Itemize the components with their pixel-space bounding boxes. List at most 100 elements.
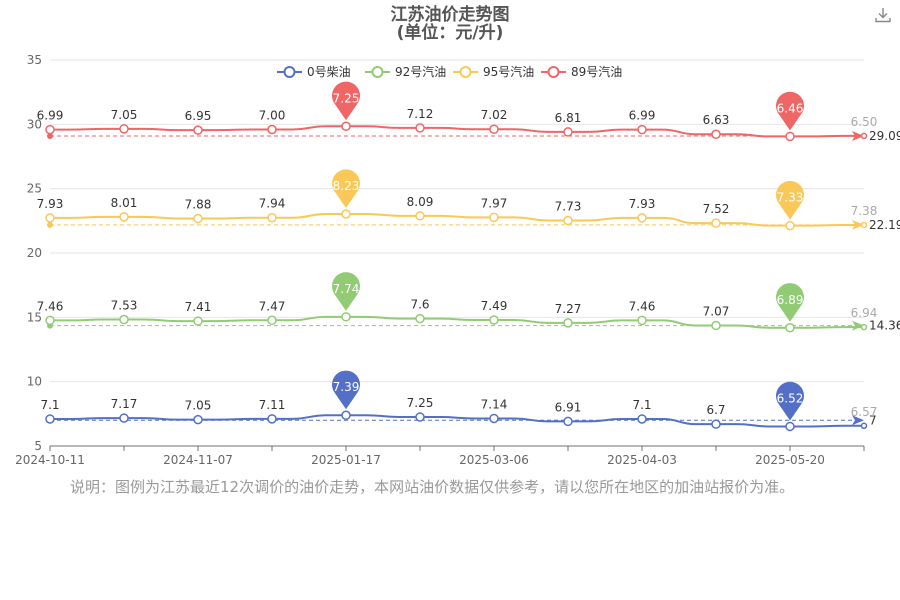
data-point <box>45 315 55 326</box>
data-label: 7.97 <box>481 196 508 210</box>
max-pin <box>332 370 360 410</box>
average-label: 22.19 <box>869 218 900 232</box>
data-point <box>45 124 55 135</box>
x-tick-label: 2025-04-03 <box>607 453 677 467</box>
data-point <box>860 221 868 229</box>
data-label: 7.12 <box>407 107 434 121</box>
data-label: 7.1 <box>632 398 651 412</box>
data-label: 6.94 <box>851 306 878 320</box>
legend-marker <box>283 66 296 78</box>
data-label: 6.50 <box>851 115 878 129</box>
data-label: 7.02 <box>481 108 508 122</box>
series-line <box>50 315 864 329</box>
max-pin <box>332 272 360 311</box>
min-pin-label: 6.52 <box>777 391 804 405</box>
data-point <box>785 323 795 333</box>
data-label: 6.91 <box>555 400 582 414</box>
data-label: 8.01 <box>111 196 138 210</box>
data-label: 7.41 <box>185 300 212 314</box>
data-label: 6.63 <box>703 113 730 127</box>
max-pin <box>332 169 360 209</box>
legend-label: 89号汽油 <box>571 64 622 79</box>
y-tick-label: 5 <box>34 439 42 453</box>
data-label: 7.17 <box>111 397 138 411</box>
data-point <box>341 209 351 219</box>
data-label: 7.05 <box>111 108 138 122</box>
data-point <box>45 414 55 424</box>
average-label: 7 <box>869 413 877 427</box>
data-point <box>860 132 868 140</box>
data-label: 6.99 <box>629 109 656 123</box>
chart-note: 说明：图例为江苏最近12次调价的油价走势，本网站油价数据仅供参考，请以您所在地区… <box>70 478 795 496</box>
data-point <box>637 213 647 223</box>
data-label: 7.27 <box>555 302 582 316</box>
chart-subtitle: (单位：元/升) <box>397 22 504 43</box>
data-label: 7.73 <box>555 199 582 213</box>
data-point <box>267 212 277 223</box>
legend-marker <box>371 66 384 78</box>
min-pin-label: 6.46 <box>777 101 804 115</box>
max-pin-label: 8.23 <box>333 179 360 193</box>
data-point <box>860 422 868 430</box>
data-point <box>341 121 351 132</box>
max-pin-label: 7.74 <box>333 282 360 296</box>
data-label: 7.1 <box>40 398 59 412</box>
min-pin <box>776 91 805 131</box>
average-arrow <box>852 415 864 426</box>
data-point <box>637 124 647 135</box>
min-pin-label: 6.89 <box>777 293 804 307</box>
max-pin-label: 7.25 <box>333 91 360 105</box>
data-point <box>637 414 647 424</box>
average-label: 29.09 <box>869 129 900 143</box>
data-point <box>563 127 573 137</box>
chart-title: 江苏油价走势图 <box>391 4 510 25</box>
average-label: 14.36 <box>869 319 900 333</box>
data-point <box>711 320 721 331</box>
data-label: 7.52 <box>703 202 730 216</box>
x-tick-label: 2025-01-17 <box>311 453 381 467</box>
max-pin <box>332 81 360 121</box>
x-tick-label: 2025-05-20 <box>755 453 825 467</box>
data-label: 7.47 <box>259 299 286 313</box>
legend-marker <box>547 66 560 78</box>
data-label: 7.07 <box>703 304 730 318</box>
data-label: 6.99 <box>37 109 64 123</box>
min-pin <box>776 180 805 220</box>
data-label: 6.57 <box>851 405 878 419</box>
data-label: 8.09 <box>407 195 434 209</box>
data-point <box>489 315 499 325</box>
y-tick-label: 25 <box>27 182 42 196</box>
min-pin <box>776 283 805 322</box>
data-point <box>711 218 721 228</box>
data-label: 7.94 <box>259 197 286 211</box>
data-point <box>267 315 277 326</box>
legend-label: 92号汽油 <box>395 64 446 79</box>
y-tick-label: 30 <box>27 117 42 131</box>
download-icon[interactable] <box>874 6 892 24</box>
y-tick-label: 15 <box>27 310 42 324</box>
y-tick-label: 35 <box>27 53 42 67</box>
data-point <box>489 413 499 424</box>
data-label: 7.53 <box>111 299 138 313</box>
x-tick-label: 2025-03-06 <box>459 453 529 467</box>
data-point <box>415 123 425 133</box>
min-pin-label: 7.33 <box>777 191 804 205</box>
data-point <box>563 215 573 226</box>
data-point <box>341 312 351 322</box>
data-point <box>489 212 499 223</box>
x-tick-label: 2024-11-07 <box>163 453 233 467</box>
data-label: 7.93 <box>629 197 656 211</box>
y-tick-label: 20 <box>27 246 42 260</box>
data-point <box>193 213 203 224</box>
data-label: 7.93 <box>37 197 64 211</box>
data-point <box>341 410 351 420</box>
legend-label: 0号柴油 <box>307 65 351 79</box>
data-label: 7.11 <box>259 398 286 412</box>
average-start-dot <box>47 133 53 140</box>
data-point <box>193 414 203 425</box>
data-point <box>711 129 721 139</box>
data-point <box>785 131 795 142</box>
legend-label: 95号汽油 <box>483 64 534 79</box>
